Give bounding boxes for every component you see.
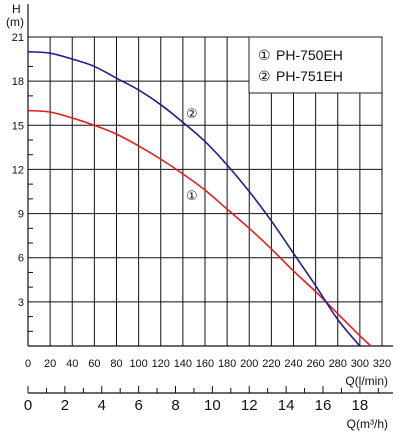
series-line-1 <box>27 109 372 347</box>
legend: ① PH-750EH ② PH-751EH <box>248 36 383 94</box>
x2-tick-label: 8 <box>171 397 179 414</box>
x-tick-label: 60 <box>88 358 100 370</box>
y-tick-label: 12 <box>12 164 24 176</box>
x-tick-label: 220 <box>262 358 280 370</box>
x2-tick-label: 2 <box>61 397 69 414</box>
legend-entry-2-marker: ② <box>258 68 271 84</box>
x2-tick-label: 6 <box>134 397 142 414</box>
y-tick-label: 6 <box>18 253 24 265</box>
x-tick-label: 0 <box>25 358 31 370</box>
curve-2-marker: ② <box>186 107 198 122</box>
x2-tick-label: 14 <box>278 397 295 414</box>
y-tick-label: 9 <box>18 209 24 221</box>
x-tick-label: 140 <box>174 358 192 370</box>
x-tick-label: 240 <box>284 358 302 370</box>
x-tick-label: 120 <box>152 358 170 370</box>
x-tick-label: 260 <box>306 358 324 370</box>
x2-tick-label: 12 <box>241 397 258 414</box>
legend-entry-1-label: PH-750EH <box>276 47 343 63</box>
x2-tick-label: 16 <box>315 397 332 414</box>
x-tick-label: 180 <box>218 358 236 370</box>
x-tick-label: 200 <box>240 358 258 370</box>
x2-tick-label: 4 <box>98 397 106 414</box>
x-axis-label: Q(l/min) <box>345 374 388 388</box>
x-tick-label: 80 <box>110 358 122 370</box>
y-tick-label: 3 <box>18 297 24 309</box>
x-tick-label: 300 <box>351 358 369 370</box>
x-tick-label: 40 <box>66 358 78 370</box>
x2-tick-label: 10 <box>204 397 221 414</box>
x2-tick-label: 18 <box>352 397 369 414</box>
legend-entry-2-label: PH-751EH <box>276 68 343 84</box>
minor-ticks <box>27 51 379 393</box>
x-tick-label: 100 <box>129 358 147 370</box>
secondary-x-axis-label: Q(m³/h) <box>347 417 388 431</box>
x-tick-label: 20 <box>44 358 56 370</box>
curves <box>27 50 372 347</box>
y-tick-label: 18 <box>12 76 24 88</box>
y-axis-label: H <box>12 2 21 16</box>
y-tick-label: 21 <box>12 32 24 44</box>
x-tick-label: 280 <box>329 358 347 370</box>
legend-box <box>248 36 383 94</box>
x-tick-label: 320 <box>373 358 391 370</box>
series-line-2 <box>27 50 361 347</box>
y-tick-label: 15 <box>12 120 24 132</box>
x-tick-label: 160 <box>196 358 214 370</box>
curve-1-marker: ① <box>186 189 198 204</box>
legend-entry-1-marker: ① <box>258 47 271 63</box>
x2-tick-label: 0 <box>24 397 32 414</box>
y-axis-unit: (m) <box>6 15 24 29</box>
